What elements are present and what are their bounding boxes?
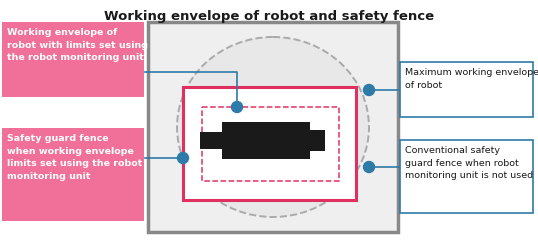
Circle shape: [178, 153, 188, 164]
FancyBboxPatch shape: [400, 140, 533, 213]
Text: Safety guard fence
when working envelope
limits set using the robot
monitoring u: Safety guard fence when working envelope…: [7, 134, 143, 181]
FancyBboxPatch shape: [200, 132, 225, 149]
FancyBboxPatch shape: [310, 130, 325, 151]
FancyBboxPatch shape: [222, 122, 310, 159]
FancyBboxPatch shape: [2, 128, 144, 221]
Text: Maximum working envelope
of robot: Maximum working envelope of robot: [405, 68, 538, 89]
FancyBboxPatch shape: [2, 22, 144, 97]
Ellipse shape: [177, 37, 369, 217]
FancyBboxPatch shape: [148, 22, 398, 232]
Circle shape: [231, 102, 243, 113]
Text: Conventional safety
guard fence when robot
monitoring unit is not used: Conventional safety guard fence when rob…: [405, 146, 533, 180]
Circle shape: [364, 85, 374, 95]
FancyBboxPatch shape: [183, 87, 356, 200]
Circle shape: [364, 162, 374, 173]
FancyBboxPatch shape: [400, 62, 533, 117]
Text: Working envelope of
robot with limits set using
the robot monitoring unit: Working envelope of robot with limits se…: [7, 28, 148, 62]
FancyBboxPatch shape: [202, 107, 339, 181]
Text: Working envelope of robot and safety fence: Working envelope of robot and safety fen…: [104, 10, 434, 23]
